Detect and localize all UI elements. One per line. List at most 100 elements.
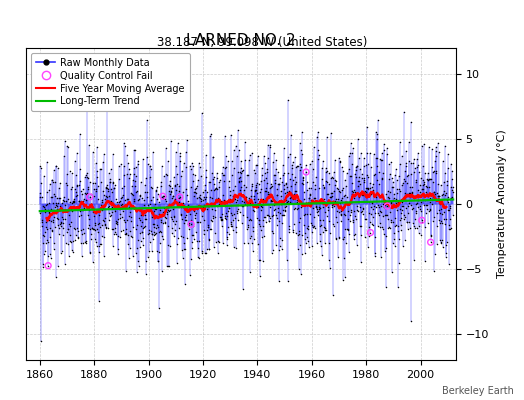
Point [269,202,278,208]
Point [403,219,411,225]
Point [396,206,405,212]
Point [419,186,427,193]
Point [304,201,312,208]
Point [194,219,202,226]
Point [230,165,238,172]
Point [109,179,117,185]
Point [130,146,139,153]
Point [119,192,127,198]
Point [238,198,246,205]
Point [102,185,110,192]
Point [286,183,294,190]
Point [47,228,56,234]
Point [386,171,395,178]
Point [103,103,112,110]
Point [273,215,281,222]
Point [142,174,150,181]
Point [100,217,108,224]
Point [118,200,126,207]
Point [293,205,302,211]
Point [411,176,420,183]
Point [394,222,402,229]
Point [113,198,121,205]
Point [210,244,219,250]
Point [437,182,445,188]
Point [309,166,318,172]
Point [160,172,168,179]
Point [109,243,117,249]
Point [49,200,57,206]
Point [349,189,357,196]
Point [149,194,157,200]
Point [149,221,158,228]
Point [377,209,385,215]
Point [107,198,116,204]
Point [151,225,160,231]
Point [36,194,44,200]
Point [96,240,105,247]
Point [389,219,397,226]
Point [334,186,342,192]
Point [194,253,203,260]
Point [281,202,290,209]
Point [106,165,115,172]
Point [298,180,306,186]
Point [395,172,403,179]
Point [341,226,350,232]
Point [400,168,409,174]
Point [125,204,134,210]
Point [93,168,101,174]
Point [239,199,248,206]
Point [58,248,67,254]
Point [252,184,260,190]
Point [328,174,336,181]
Point [205,226,214,232]
Point [95,298,103,304]
Point [41,248,49,254]
Point [418,186,427,192]
Point [180,220,188,226]
Point [316,205,325,211]
Point [219,216,227,223]
Point [303,210,311,217]
Point [219,164,227,171]
Point [335,155,344,161]
Point [440,178,448,185]
Point [244,172,252,178]
Point [77,226,85,233]
Point [222,210,230,216]
Point [181,281,190,287]
Point [149,221,158,227]
Point [397,199,406,205]
Point [305,194,313,201]
Point [384,176,392,182]
Point [426,176,434,182]
Point [281,204,290,210]
Point [76,178,84,184]
Point [376,224,384,230]
Point [341,192,350,199]
Point [310,214,318,220]
Point [369,206,378,213]
Point [375,192,384,198]
Point [56,220,64,227]
Point [163,241,172,248]
Point [128,183,136,190]
Point [422,202,430,208]
Point [173,202,182,208]
Point [37,165,46,171]
Point [384,224,392,231]
Point [209,154,217,160]
Point [80,206,89,212]
Point [339,236,347,242]
Point [138,212,147,218]
Point [307,198,315,205]
Point [317,243,325,250]
Point [349,216,357,223]
Point [40,173,49,180]
Point [355,155,364,161]
Point [61,138,70,144]
Point [130,147,139,154]
Point [449,212,457,218]
Point [268,183,277,189]
